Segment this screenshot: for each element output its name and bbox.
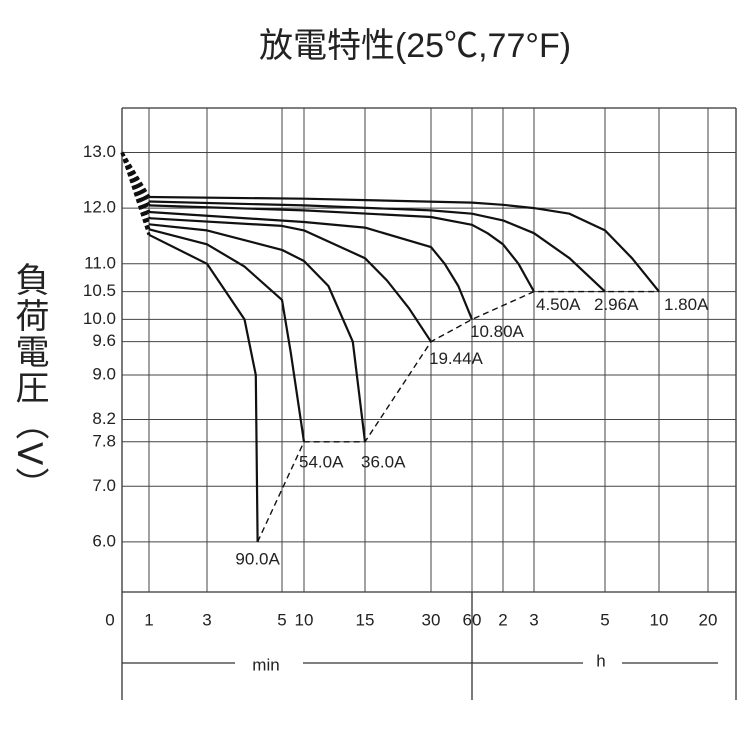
y-tick-label: 6.0 — [92, 531, 116, 550]
unit-label: min — [252, 655, 279, 674]
x-tick-label: 60 — [463, 610, 482, 629]
chart-title: 放電特性(25℃,77°F) — [259, 27, 571, 65]
series-label: 4.50A — [536, 295, 581, 314]
series-label: 90.0A — [235, 549, 280, 568]
discharge-curve — [148, 233, 259, 542]
y-tick-label: 10.0 — [83, 309, 116, 328]
series-label: 10.80A — [470, 322, 525, 341]
discharge-curve — [148, 204, 535, 293]
end-voltage-line — [256, 290, 659, 543]
frame — [121, 107, 737, 700]
y-tick-label: 10.5 — [83, 281, 116, 300]
x-tick-label: 30 — [422, 610, 441, 629]
y-axis-label: 負荷電圧（V） — [9, 262, 49, 504]
y-tick-label: 12.0 — [83, 198, 116, 217]
discharge-curve — [148, 200, 606, 293]
discharge-curve — [148, 210, 474, 320]
discharge-curve — [148, 223, 367, 442]
initial-drop — [120, 151, 151, 198]
y-tick-label: 9.6 — [92, 331, 116, 350]
y-tick-label: 9.0 — [92, 365, 116, 384]
x-tick-label: 20 — [699, 610, 718, 629]
x-tick-label: 10 — [295, 610, 314, 629]
x-tick-label: 5 — [277, 610, 286, 629]
x-tick-label: 5 — [600, 610, 609, 629]
y-tick-label: 7.0 — [92, 476, 116, 495]
series-label: 54.0A — [299, 452, 344, 471]
x-tick-label: 3 — [529, 610, 538, 629]
x-tick-label: 2 — [498, 610, 507, 629]
y-tick-label: 13.0 — [83, 142, 116, 161]
series-label: 19.44A — [429, 349, 484, 368]
unit-label: h — [596, 651, 605, 670]
x-tick-label: 10 — [650, 610, 669, 629]
y-tick-label: 7.8 — [92, 431, 116, 450]
discharge-curve — [148, 217, 432, 343]
x-tick-label: 0 — [105, 610, 114, 629]
series-label: 36.0A — [361, 452, 406, 471]
series-label: 1.80A — [664, 295, 709, 314]
x-tick-label: 1 — [144, 610, 153, 629]
x-tick-label: 15 — [356, 610, 375, 629]
discharge-curve — [148, 228, 306, 442]
discharge-curve — [148, 195, 660, 293]
y-tick-label: 11.0 — [84, 253, 116, 272]
series-label: 2.96A — [594, 295, 639, 314]
x-tick-label: 3 — [202, 610, 211, 629]
y-tick-label: 8.2 — [92, 409, 116, 428]
